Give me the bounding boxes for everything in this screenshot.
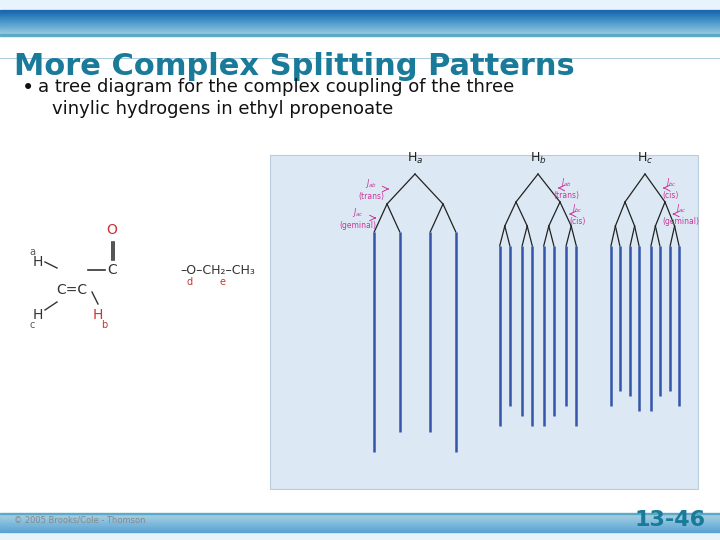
Bar [0,10,720,11]
Bar [0,519,720,520]
Bar [0,27,720,28]
Bar [270,155,698,489]
Text: b: b [101,320,107,330]
Bar [0,22,720,23]
Text: H: H [33,308,43,322]
Text: vinylic hydrogens in ethyl propenoate: vinylic hydrogens in ethyl propenoate [52,100,393,118]
Bar [0,29,720,30]
Bar [0,526,720,527]
Bar [0,16,720,17]
Bar [0,515,720,516]
Text: a tree diagram for the complex coupling of the three: a tree diagram for the complex coupling … [38,78,514,96]
Bar [0,15,720,16]
Text: $J_{ab}$
(trans): $J_{ab}$ (trans) [553,176,579,200]
Bar [0,527,720,528]
Text: H$_c$: H$_c$ [637,151,653,166]
Text: H: H [93,308,103,322]
Text: $J_{ab}$
(trans): $J_{ab}$ (trans) [358,177,384,201]
Bar [0,523,720,524]
Bar [0,23,720,24]
Bar [0,512,720,514]
Text: © 2005 Brooks/Cole - Thomson: © 2005 Brooks/Cole - Thomson [14,516,145,524]
Text: C=C: C=C [56,283,88,297]
Bar [0,13,720,14]
Text: e: e [219,277,225,287]
Bar [0,518,720,519]
Bar [0,20,720,21]
Bar [0,530,720,531]
Text: More Complex Splitting Patterns: More Complex Splitting Patterns [14,52,575,81]
Bar [0,522,720,523]
Text: $J_{bc}$
(cis): $J_{bc}$ (cis) [663,176,679,200]
Bar [0,34,720,35]
Bar [0,531,720,532]
Bar [0,24,720,25]
Text: a: a [29,247,35,257]
Bar [0,33,720,34]
Bar [0,516,720,517]
Bar [0,11,720,12]
Bar [0,520,720,521]
Text: C: C [107,263,117,277]
Bar [0,32,720,33]
Bar [0,18,720,19]
Text: 13-46: 13-46 [635,510,706,530]
Bar [0,25,720,26]
Text: O: O [107,223,117,237]
Bar [0,19,720,20]
Text: H$_b$: H$_b$ [530,151,546,166]
Text: $J_{ac}$
(geminal): $J_{ac}$ (geminal) [340,206,377,230]
Bar [0,31,720,32]
Bar [0,14,720,15]
Bar [0,28,720,29]
Bar [0,521,720,522]
Bar [0,529,720,530]
Text: H: H [33,255,43,269]
Text: H$_a$: H$_a$ [407,151,423,166]
Bar [0,34,720,36]
Bar [0,17,720,18]
Bar [0,30,720,31]
Text: c: c [30,320,35,330]
Bar [0,525,720,526]
Bar [0,514,720,515]
Bar [0,0,720,8]
Bar [0,12,720,13]
Bar [0,517,720,518]
Bar [0,532,720,540]
Text: d: d [187,277,193,287]
Text: $J_{ac}$
(geminal): $J_{ac}$ (geminal) [662,202,699,226]
Text: •: • [22,78,35,98]
Text: $J_{bc}$
(cis): $J_{bc}$ (cis) [569,202,585,226]
Bar [0,528,720,529]
Text: –O–CH₂–CH₃: –O–CH₂–CH₃ [180,264,255,276]
Bar [0,26,720,27]
Bar [0,21,720,22]
Bar [0,524,720,525]
